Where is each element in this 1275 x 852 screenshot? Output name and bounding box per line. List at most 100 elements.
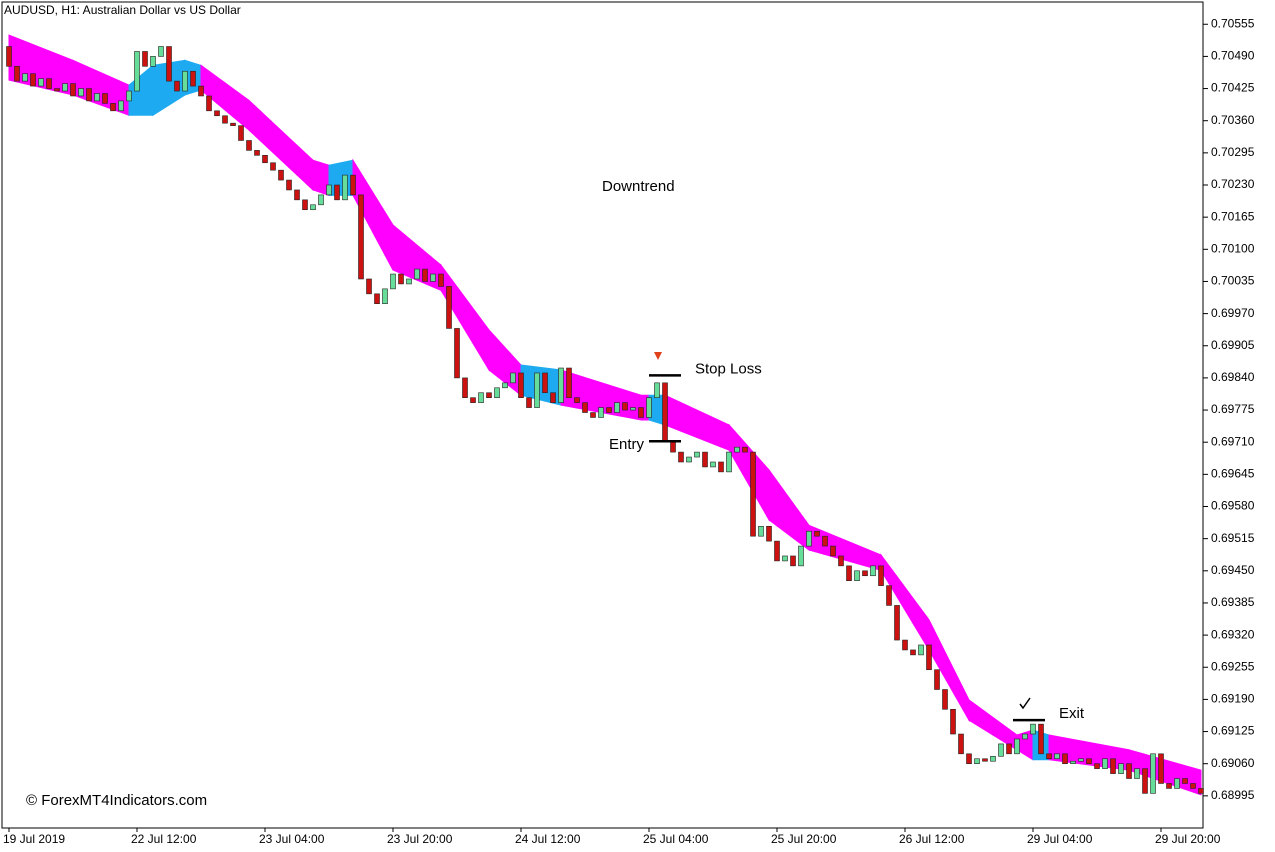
- y-tick-label: 0.69710: [1211, 434, 1255, 448]
- candle-body: [382, 288, 388, 305]
- candle-body: [1198, 788, 1204, 794]
- y-tick-label: 0.69905: [1211, 338, 1255, 352]
- candle-body: [854, 570, 860, 581]
- candle-body: [526, 397, 532, 408]
- candle-body: [694, 451, 700, 458]
- candle-body: [502, 382, 508, 389]
- candle-body: [198, 85, 204, 97]
- candle-body: [166, 46, 172, 82]
- candle-body: [846, 565, 852, 581]
- candle-body: [302, 199, 308, 211]
- candle-body: [190, 70, 196, 87]
- candle-body: [1166, 783, 1172, 789]
- candle-body: [214, 110, 220, 117]
- candle-body: [1038, 723, 1044, 755]
- x-tick-label: 24 Jul 12:00: [515, 832, 581, 846]
- candle-body: [406, 278, 412, 285]
- candle-body: [30, 73, 36, 87]
- candle-body: [974, 758, 980, 765]
- y-tick-label: 0.70165: [1211, 209, 1255, 223]
- candle-body: [518, 372, 524, 398]
- candle-body: [766, 525, 772, 542]
- y-tick-label: 0.70425: [1211, 81, 1255, 95]
- candle-body: [470, 397, 476, 403]
- candle-body: [1006, 743, 1012, 755]
- candle-body: [510, 372, 516, 384]
- candle-body: [486, 392, 492, 398]
- candle-body: [334, 184, 340, 201]
- x-tick-label: 29 Jul 20:00: [1155, 832, 1221, 846]
- candle-body: [990, 755, 996, 762]
- candle-body: [1150, 753, 1156, 794]
- candle-body: [894, 605, 900, 641]
- candle-body: [678, 451, 684, 463]
- x-tick-label: 23 Jul 04:00: [259, 832, 325, 846]
- candle-body: [1070, 760, 1076, 765]
- candle-body: [366, 278, 372, 295]
- candle-body: [1046, 753, 1052, 760]
- candle-body: [862, 570, 868, 577]
- candle-body: [710, 461, 716, 468]
- y-tick-label: 0.69450: [1211, 563, 1255, 577]
- candle-body: [598, 407, 604, 418]
- y-tick-label: 0.69970: [1211, 306, 1255, 320]
- candle-body: [958, 733, 964, 755]
- level-label: Stop Loss: [695, 360, 762, 377]
- candle-body: [1134, 768, 1140, 779]
- candle-body: [662, 382, 668, 443]
- candle-body: [950, 708, 956, 735]
- candle-body: [726, 451, 732, 473]
- candle-body: [774, 540, 780, 562]
- candle-body: [78, 88, 84, 97]
- candle-body: [630, 407, 636, 411]
- candle-body: [230, 122, 236, 126]
- candle-body: [278, 169, 284, 181]
- candle-body: [38, 78, 44, 87]
- candle-body: [494, 387, 500, 398]
- candle-body: [102, 93, 108, 104]
- candle-body: [902, 639, 908, 651]
- candle-body: [686, 456, 692, 463]
- candle-body: [414, 268, 420, 280]
- candle-body: [646, 397, 652, 418]
- candle-body: [326, 184, 332, 196]
- candle-body: [1182, 778, 1188, 784]
- candle-body: [1094, 763, 1100, 769]
- candle-body: [1102, 758, 1108, 769]
- candle-body: [318, 194, 324, 206]
- y-tick-label: 0.69840: [1211, 370, 1255, 384]
- candle-body: [886, 585, 892, 606]
- x-tick-label: 26 Jul 12:00: [899, 832, 965, 846]
- candle-body: [822, 535, 828, 547]
- candle-body: [934, 669, 940, 690]
- candle-body: [1118, 763, 1124, 774]
- candle-body: [238, 125, 244, 141]
- candle-body: [342, 174, 348, 201]
- sell-arrow: [654, 352, 662, 360]
- y-tick-label: 0.69515: [1211, 531, 1255, 545]
- candle-layer: [6, 46, 1204, 794]
- x-tick-label: 25 Jul 20:00: [771, 832, 837, 846]
- candle-body: [814, 530, 820, 537]
- y-tick-label: 0.70100: [1211, 241, 1255, 255]
- candle-body: [582, 402, 588, 413]
- candle-body: [454, 328, 460, 379]
- y-tick-label: 0.69385: [1211, 595, 1255, 609]
- candle-body: [830, 545, 836, 557]
- candle-body: [806, 530, 812, 547]
- x-tick-label: 29 Jul 04:00: [1027, 832, 1093, 846]
- exit-check: [1019, 697, 1031, 710]
- candle-body: [1014, 738, 1020, 755]
- candle-body: [878, 565, 884, 586]
- candle-body: [86, 88, 92, 102]
- y-tick-label: 0.70555: [1211, 16, 1255, 30]
- y-tick-label: 0.69255: [1211, 659, 1255, 673]
- candle-body: [22, 73, 28, 82]
- candle-body: [870, 565, 876, 577]
- candle-body: [1142, 768, 1148, 794]
- candle-body: [1110, 758, 1116, 774]
- level-label: Exit: [1059, 705, 1085, 722]
- candle-body: [222, 115, 228, 124]
